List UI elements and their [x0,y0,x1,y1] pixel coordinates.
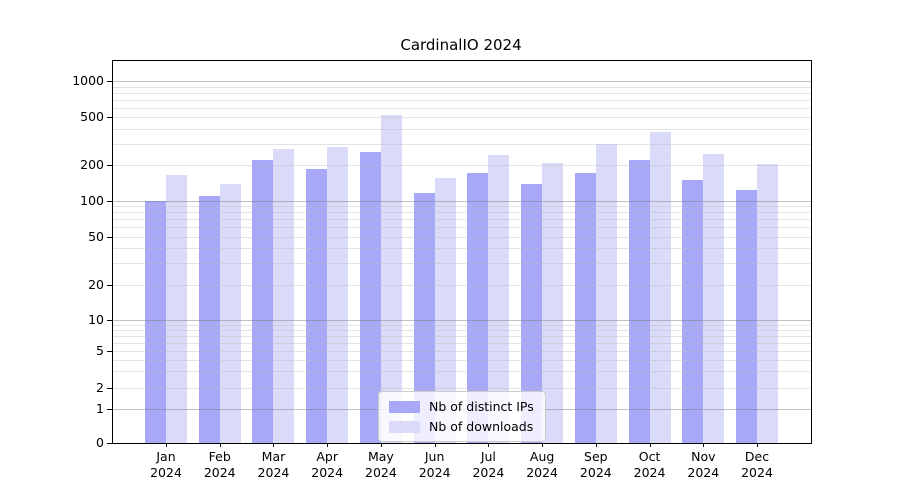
x-tick-mark-feb-2024 [219,443,221,447]
bar-nb-of-downloads-nov-2024 [703,153,725,443]
x-tick-mark-dec-2024 [757,443,759,447]
bar-nb-of-distinct-ips-dec-2024 [736,189,758,443]
y-tick-label-1: 1 [96,400,104,416]
legend-item-distinct-ips: Nb of distinct IPs [389,399,534,414]
x-tick-label-may-2024: May 2024 [365,449,397,480]
bar-nb-of-downloads-sep-2024 [595,144,617,443]
x-tick-label-jan-2024: Jan 2024 [150,449,182,480]
bar-nb-of-downloads-aug-2024 [542,163,564,443]
bar-nb-of-distinct-ips-sep-2024 [574,173,596,443]
y-tick-mark-50 [107,236,112,238]
bar-nb-of-downloads-dec-2024 [757,164,779,443]
y-tick-label-500: 500 [80,109,104,125]
y-tick-mark-1000 [107,81,112,83]
y-tick-label-20: 20 [88,276,104,292]
x-tick-mark-may-2024 [380,443,382,447]
y-tick-label-2: 2 [96,379,104,395]
chart-title: CardinalIO 2024 [400,36,522,54]
bar-nb-of-distinct-ips-jul-2024 [467,173,489,443]
y-tick-label-10: 10 [88,312,104,327]
y-tick-label-100: 100 [80,192,104,208]
bar-nb-of-downloads-may-2024 [380,115,402,443]
bar-nb-of-distinct-ips-jun-2024 [413,192,435,443]
y-tick-label-1000: 1000 [72,73,104,89]
x-tick-label-apr-2024: Apr 2024 [311,449,344,480]
x-tick-label-sep-2024: Sep 2024 [579,449,612,480]
x-tick-label-feb-2024: Feb 2024 [203,449,236,480]
y-tick-mark-10 [107,320,112,321]
x-tick-label-dec-2024: Dec 2024 [741,449,773,480]
bar-nb-of-distinct-ips-mar-2024 [252,160,274,443]
x-tick-mark-jan-2024 [166,443,167,447]
bar-nb-of-downloads-feb-2024 [219,183,241,443]
bar-nb-of-downloads-mar-2024 [273,148,295,443]
legend-label-downloads: Nb of downloads [429,419,534,434]
x-tick-mark-jul-2024 [488,443,490,447]
y-tick-mark-20 [107,284,112,286]
legend-swatch-downloads [389,420,420,433]
y-tick-label-0: 0 [96,435,104,451]
y-tick-mark-5 [107,351,112,352]
x-tick-label-oct-2024: Oct 2024 [633,449,666,480]
bar-nb-of-distinct-ips-may-2024 [359,152,381,443]
bar-nb-of-distinct-ips-nov-2024 [682,179,704,443]
y-tick-mark-2 [107,387,112,389]
x-tick-mark-mar-2024 [273,443,275,447]
y-tick-label-50: 50 [88,228,104,244]
bar-nb-of-downloads-jun-2024 [434,177,456,443]
y-tick-label-200: 200 [80,156,104,172]
bar-nb-of-distinct-ips-aug-2024 [521,184,543,443]
x-tick-mark-oct-2024 [649,443,651,447]
y-tick-mark-0 [107,443,112,445]
bar-nb-of-distinct-ips-oct-2024 [628,159,650,443]
y-tick-mark-1 [107,408,112,410]
legend-item-downloads: Nb of downloads [389,419,534,434]
y-tick-label-5: 5 [96,343,104,358]
x-tick-label-aug-2024: Aug 2024 [526,449,559,480]
y-tick-mark-100 [107,200,112,202]
x-tick-mark-nov-2024 [703,443,705,447]
bar-nb-of-downloads-apr-2024 [327,146,349,443]
legend-swatch-distinct-ips [389,400,420,413]
bar-nb-of-downloads-oct-2024 [649,132,671,443]
x-tick-label-jul-2024: Jul 2024 [472,449,505,480]
legend-label-distinct-ips: Nb of distinct IPs [429,399,534,414]
bar-nb-of-downloads-jan-2024 [166,174,187,443]
bar-nb-of-distinct-ips-feb-2024 [198,195,220,443]
x-tick-label-nov-2024: Nov 2024 [687,449,720,480]
x-tick-label-jun-2024: Jun 2024 [418,449,451,480]
y-tick-mark-500 [107,117,112,119]
x-tick-mark-sep-2024 [595,443,597,447]
plot-area: Nb of distinct IPs Nb of downloads [112,60,812,444]
bar-nb-of-distinct-ips-jan-2024 [145,200,166,443]
x-tick-label-mar-2024: Mar 2024 [257,449,290,480]
x-tick-mark-jun-2024 [434,443,436,447]
y-tick-mark-200 [107,164,112,166]
bar-nb-of-downloads-jul-2024 [488,154,510,443]
bar-nb-of-distinct-ips-apr-2024 [306,169,328,443]
bars-layer [113,61,811,443]
x-tick-mark-aug-2024 [542,443,544,447]
x-tick-mark-apr-2024 [327,443,329,447]
legend: Nb of distinct IPs Nb of downloads [378,391,546,442]
